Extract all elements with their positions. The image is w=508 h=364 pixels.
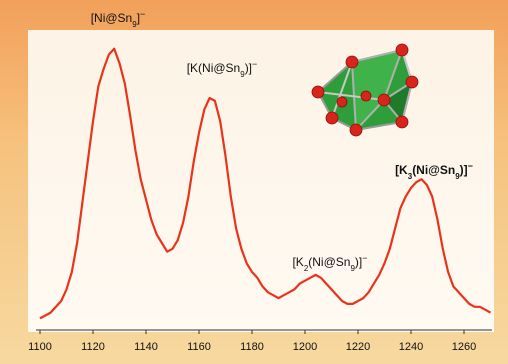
figure-frame: 1100 1120 1140 1160 1180 1200 1220 1240 1260 [Ni@… [0, 0, 508, 364]
peak-label-part: [Ni@Sn [91, 11, 133, 25]
peak-label-part: [K(Ni@Sn [187, 61, 241, 75]
x-tick-label: 1220 [346, 341, 370, 353]
x-tick-label: 1180 [240, 341, 264, 353]
peak-label-part: )] [245, 61, 252, 75]
peak-label-part: − [468, 161, 473, 171]
peak-label-part: − [252, 59, 257, 69]
x-tick-label: 1260 [452, 341, 476, 353]
x-tick-label: 1240 [399, 341, 423, 353]
peak-label-part: (Ni@Sn [412, 163, 455, 177]
x-tick-label: 1140 [134, 341, 158, 353]
peak-label: [Ni@Sn9]− [91, 9, 146, 29]
peak-label-part: [K [292, 255, 303, 269]
peak-label-part: (Ni@Sn [308, 255, 350, 269]
peak-label-part: − [362, 253, 367, 263]
peak-label-part: )] [460, 163, 468, 177]
peak-label-part: [K [395, 163, 408, 177]
x-tick-label: 1120 [81, 341, 105, 353]
x-tick-label: 1100 [28, 341, 52, 353]
x-tick-label: 1160 [187, 341, 211, 353]
peak-label-part: )] [355, 255, 362, 269]
x-tick-label: 1200 [293, 341, 317, 353]
chart: 1100 1120 1140 1160 1180 1200 1220 1240 1260 [Ni@… [0, 0, 508, 364]
peak-label-part: − [140, 9, 145, 19]
